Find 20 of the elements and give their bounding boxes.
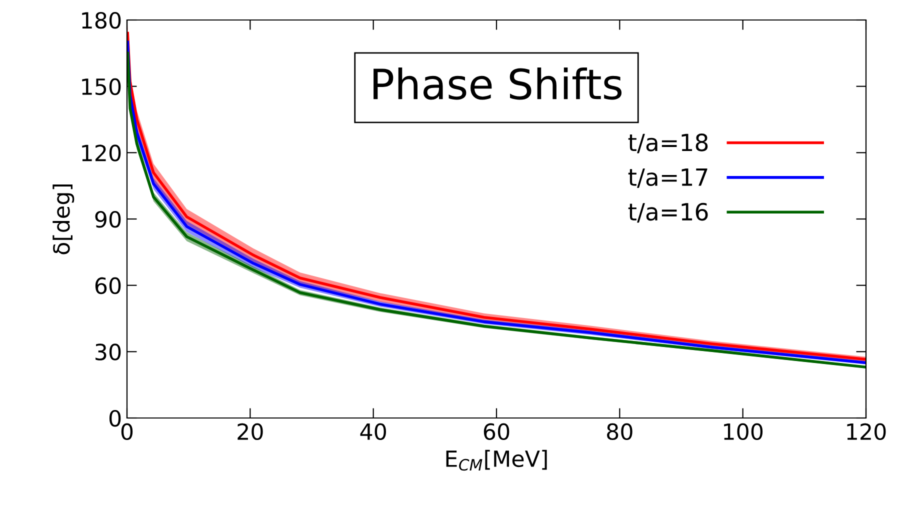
y-tick-label: 180 — [82, 12, 121, 29]
x-axis-title: E$_{CM}$[MeV] — [446, 450, 547, 471]
y-tick-label: 120 — [82, 144, 121, 162]
y-tick-label: 60 — [95, 277, 121, 294]
x-tick-label: 20 — [238, 423, 263, 440]
y-tick-label: 0 — [109, 410, 121, 427]
x-tick-label: 100 — [724, 423, 763, 440]
x-tick-label: 120 — [847, 423, 886, 440]
x-tick-label: 60 — [484, 423, 510, 440]
x-tick-label: 0 — [121, 423, 133, 440]
legend-label: t/a=18 — [628, 134, 708, 154]
text: Phase Shifts — [374, 67, 622, 100]
y-axis-title: δ[deg] — [52, 184, 74, 254]
y-tick-label: 90 — [95, 210, 121, 228]
x-tick-label: 80 — [607, 423, 632, 440]
legend-label: t/a=16 — [628, 202, 708, 223]
y-tick-label: 30 — [96, 344, 121, 360]
x-tick-label: 40 — [360, 423, 386, 440]
legend-label: t/a=17 — [628, 168, 708, 188]
y-tick-label: 150 — [82, 78, 121, 96]
